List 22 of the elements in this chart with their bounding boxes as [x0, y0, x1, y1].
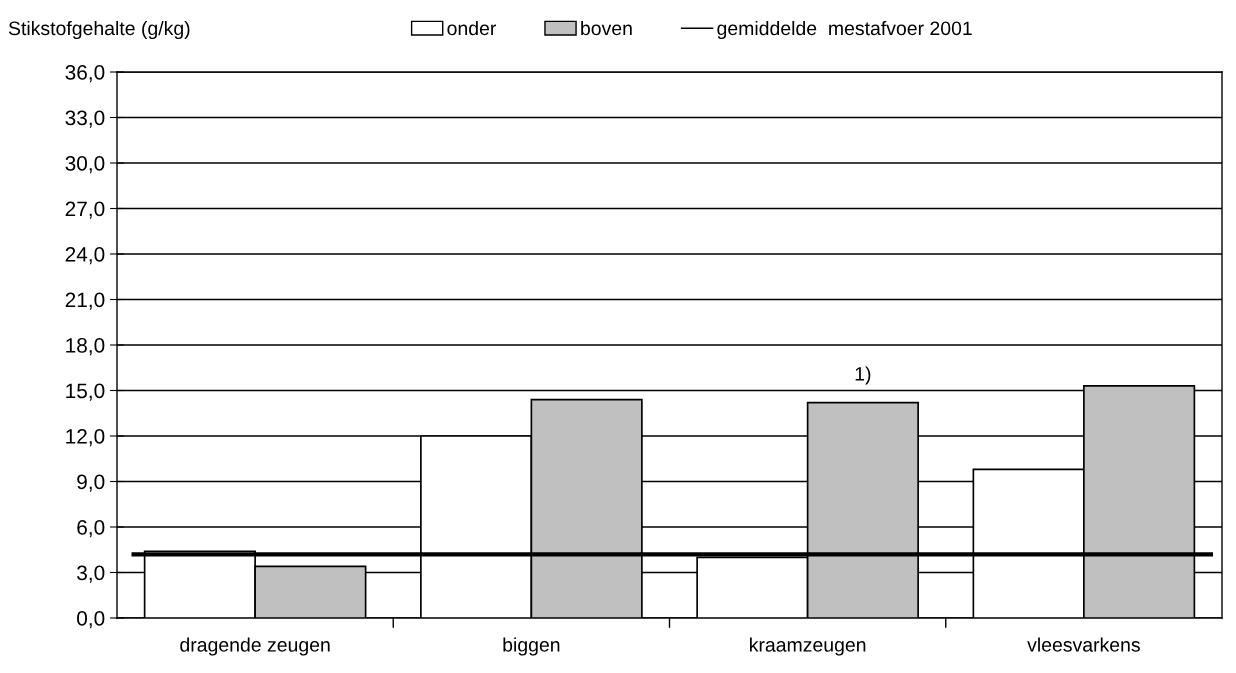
x-tick-label: vleesvarkens: [1027, 637, 1140, 652]
y-tick-label: 3,0: [77, 565, 105, 583]
legend-label: onder: [447, 20, 497, 36]
y-tick-label: 18,0: [66, 338, 105, 356]
x-tick-label: dragende zeugen: [180, 637, 330, 656]
y-tick-label: 0,0: [77, 611, 105, 629]
y-tick-label: 6,0: [77, 520, 105, 538]
y-tick-label: 36,0: [65, 65, 105, 83]
y-tick-label: 27,0: [65, 201, 105, 219]
x-tick-label: biggen: [503, 637, 560, 656]
y-tick-label: 24,0: [65, 247, 105, 265]
y-tick-label: 15,0: [66, 383, 105, 401]
legend-label: gemiddelde mestafvoer 2001: [717, 20, 972, 40]
x-tick-label: kraamzeugen: [750, 637, 866, 656]
legend-label: boven: [581, 20, 632, 36]
y-tick-label: 33,0: [65, 110, 105, 128]
y-tick-label: 21,0: [65, 292, 105, 310]
y-tick-label: 12,0: [66, 429, 105, 447]
annotation: 1): [855, 366, 871, 385]
y-tick-label: 9,0: [77, 474, 105, 492]
y-tick-label: 30,0: [65, 156, 105, 174]
y-axis-title: Stikstofgehalte (g/kg): [8, 20, 190, 40]
